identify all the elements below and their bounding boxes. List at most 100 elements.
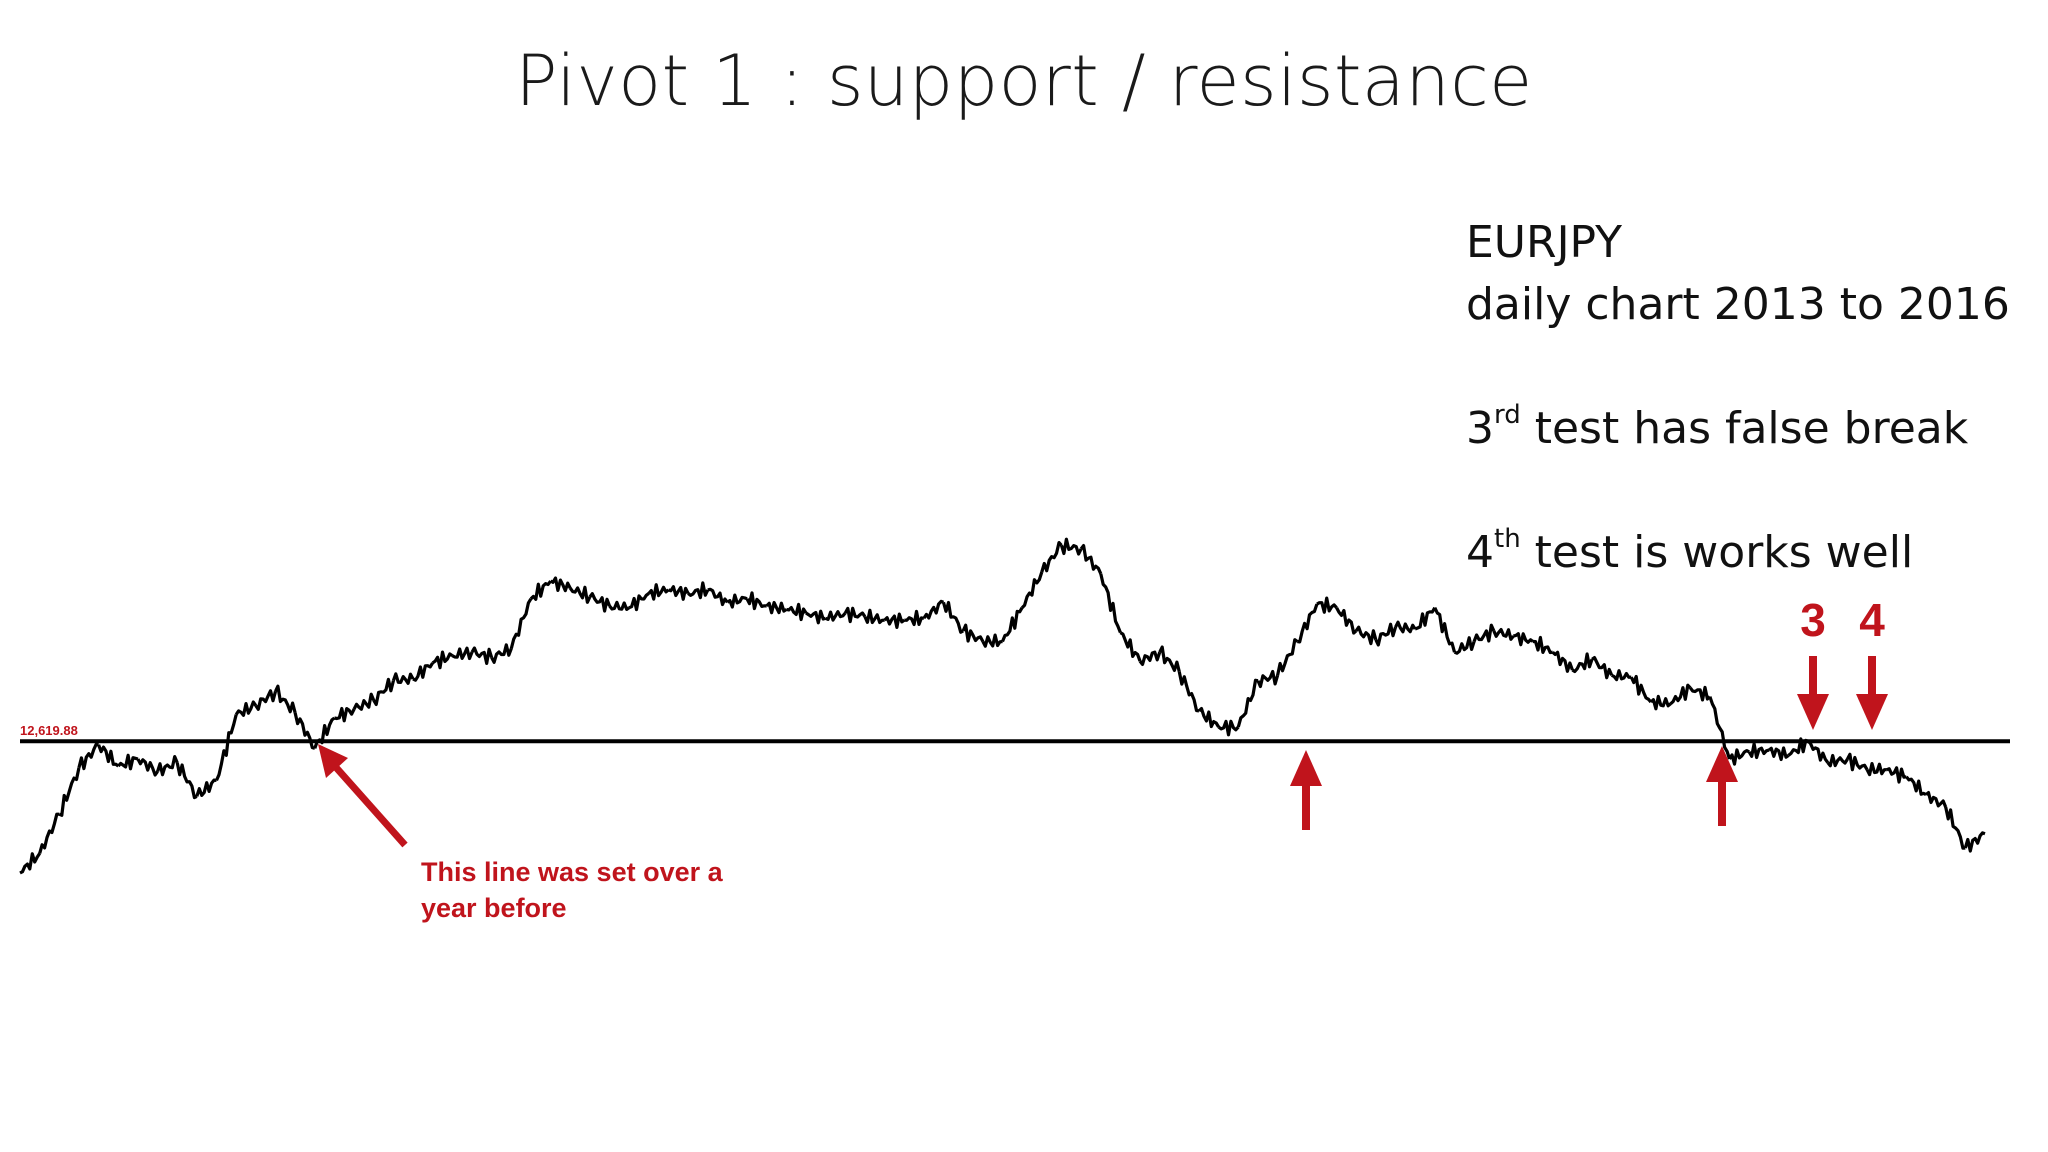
price-segment [883, 612, 906, 629]
price-segment [1944, 806, 1966, 850]
price-segment [824, 610, 847, 622]
pair-label: EURJPY [1466, 217, 1622, 268]
price-segment [1414, 606, 1437, 631]
price-segment [195, 778, 217, 797]
price-segment [961, 623, 985, 643]
arrow-head [1706, 746, 1738, 782]
price-segment [1591, 656, 1614, 680]
price-segment [1394, 620, 1417, 634]
price-segment [1826, 753, 1849, 768]
price-segment [1099, 573, 1122, 634]
price-segment [1276, 638, 1299, 676]
price-segment [1728, 748, 1750, 766]
test4-note: 4th test is works well [1466, 522, 2010, 584]
price-segment [451, 646, 474, 661]
arrow-head [1290, 750, 1322, 786]
price-segment [765, 600, 788, 615]
price-segment [1453, 636, 1476, 655]
price-segment [274, 684, 297, 714]
price-segment [431, 650, 454, 670]
test4-ordinal: th [1494, 524, 1521, 554]
price-segment [1629, 674, 1653, 704]
price-layer [19, 537, 1986, 875]
price-segment [117, 753, 139, 771]
price-segment [1472, 623, 1496, 643]
price-segment [1177, 671, 1200, 713]
price-segment [1610, 669, 1632, 682]
price-segment [1649, 694, 1672, 711]
price-segment [1807, 740, 1830, 764]
price-segment [1492, 628, 1515, 641]
price-segment [1865, 762, 1887, 777]
price-segment [1669, 683, 1692, 706]
price-segment [1963, 831, 1986, 853]
price-segment [687, 581, 710, 600]
arrow-head [1797, 694, 1829, 730]
price-segment [1571, 652, 1594, 674]
price-segment [1787, 737, 1809, 757]
test4-num: 4 [1466, 527, 1494, 578]
arrow-up-1 [1290, 750, 1322, 830]
price-segment [1747, 742, 1770, 760]
test3-note: 3rd test has false break [1466, 398, 2010, 460]
price-segment [1846, 752, 1869, 772]
price-segment [58, 767, 81, 817]
price-segment [1316, 596, 1338, 614]
price-segment [334, 706, 356, 723]
price-segment [1040, 541, 1063, 573]
price-segment [843, 606, 867, 624]
price-segment [1079, 544, 1103, 575]
price-segment [628, 592, 650, 612]
price-segment [175, 762, 198, 800]
price-segment [156, 755, 179, 777]
price-segment [588, 592, 611, 613]
price-segment [1689, 685, 1711, 702]
price-segment [372, 677, 395, 707]
price-segment [941, 600, 964, 634]
level-label: 12,619.88 [20, 723, 78, 738]
test4-text: test is works well [1520, 527, 1914, 578]
price-segment [254, 689, 278, 711]
price-segment [509, 597, 533, 649]
arrow-shaft [330, 761, 408, 848]
line-note-line2: year before [421, 893, 567, 923]
price-segment [1925, 791, 1948, 808]
price-segment [1020, 571, 1044, 609]
price-segment [1158, 645, 1181, 673]
price-segment [1374, 622, 1398, 647]
price-segment [470, 646, 494, 665]
price-segment [1059, 537, 1083, 556]
arrow-up-2 [1706, 746, 1738, 826]
price-segment [1708, 696, 1732, 760]
slide-title: Pivot 1 : support / resistance [515, 40, 1533, 122]
marker-4-label: 4 [1859, 594, 1885, 646]
price-segment [97, 744, 120, 768]
price-segment [805, 609, 827, 625]
price-segment [391, 672, 415, 685]
arrow-head [318, 744, 348, 778]
arrow-first-touch [318, 744, 408, 848]
price-segment [608, 600, 631, 611]
price-segment [1119, 631, 1142, 662]
price-segment [234, 700, 258, 717]
price-segment [1297, 603, 1319, 644]
test3-num: 3 [1466, 403, 1494, 454]
price-segment [922, 599, 945, 620]
price-segment [549, 576, 572, 593]
price-segment [1886, 766, 1907, 784]
price-segment [19, 852, 42, 875]
price-segment [745, 591, 767, 611]
price-segment [568, 585, 592, 604]
price-segment [1767, 746, 1790, 762]
price-segment [707, 587, 729, 607]
price-segment [904, 609, 925, 627]
price-segment [1001, 606, 1024, 643]
price-segment [647, 583, 670, 601]
price-segment [726, 593, 748, 609]
arrow-down-3 [1797, 656, 1829, 730]
price-segment [529, 580, 552, 601]
price-segment [981, 633, 1003, 648]
price-segment [1256, 669, 1280, 689]
price-segment [215, 714, 238, 782]
